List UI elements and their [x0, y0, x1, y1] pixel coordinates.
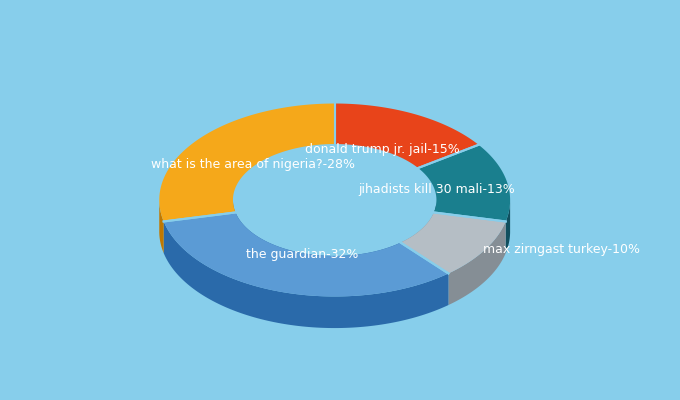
Polygon shape: [159, 201, 164, 253]
Polygon shape: [401, 212, 434, 274]
Polygon shape: [233, 200, 235, 244]
Polygon shape: [401, 212, 506, 274]
Polygon shape: [506, 200, 510, 253]
Polygon shape: [418, 145, 510, 222]
Text: max zirngast turkey-10%: max zirngast turkey-10%: [483, 243, 640, 256]
Polygon shape: [448, 222, 506, 305]
Polygon shape: [335, 104, 479, 168]
Polygon shape: [164, 212, 448, 296]
Polygon shape: [434, 200, 437, 244]
Polygon shape: [235, 212, 401, 288]
Text: donald trump jr. jail-15%: donald trump jr. jail-15%: [305, 143, 460, 156]
Text: the guardian-32%: the guardian-32%: [245, 248, 358, 261]
Polygon shape: [159, 104, 335, 222]
Text: what is the area of nigeria?-28%: what is the area of nigeria?-28%: [152, 158, 356, 171]
Polygon shape: [164, 222, 448, 328]
Text: jihadists kill 30 mali-13%: jihadists kill 30 mali-13%: [358, 182, 515, 196]
